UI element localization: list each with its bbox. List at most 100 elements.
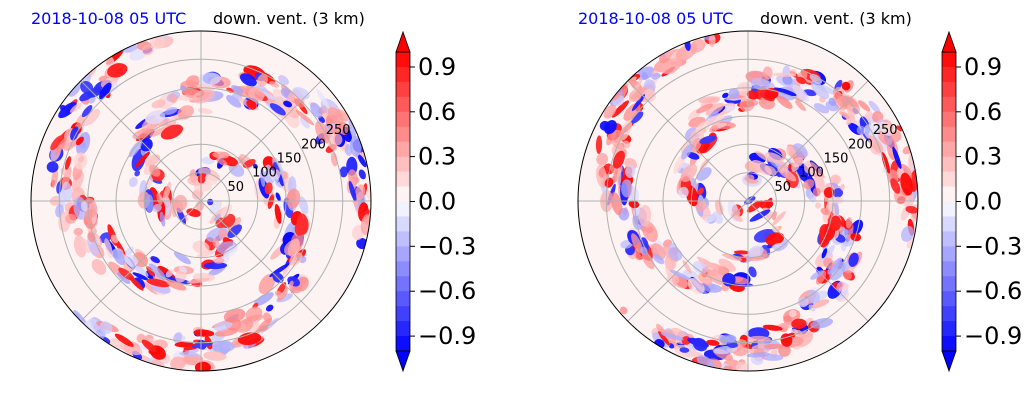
colorbar-segment [942,66,956,83]
velocity-blob [140,138,153,152]
velocity-blob [214,320,233,332]
radial-tick-label: 50 [228,180,245,195]
colorbar-segment [942,52,956,68]
velocity-blob [820,207,830,216]
colorbar-tick-label: 0.3 [418,143,456,171]
velocity-blob [692,260,708,275]
colorbar-segment [942,81,956,98]
velocity-blob [699,135,717,145]
velocity-blob [609,91,623,102]
velocity-blob [134,170,141,177]
velocity-blob [828,97,837,107]
velocity-blob [73,227,83,236]
colorbar-segment [942,306,956,322]
velocity-blob [811,299,830,309]
colorbar-tick-label: 0.3 [964,143,1002,171]
velocity-blob [809,73,823,85]
velocity-blob [709,125,719,133]
velocity-blob [734,209,741,216]
colorbar-segment [396,246,410,262]
velocity-blob [107,63,128,78]
velocity-blob [696,256,718,270]
velocity-blob [146,266,155,277]
velocity-blob [746,200,764,213]
colorbar-segment [942,276,956,292]
colorbar-segment [396,306,410,322]
colorbar-segment [396,276,410,292]
velocity-blob [759,199,774,210]
velocity-blob [745,174,755,182]
velocity-blob [78,155,85,163]
velocity-blob [750,77,771,90]
velocity-blob [776,95,793,109]
velocity-blob [354,184,366,201]
velocity-blob [195,201,205,211]
velocity-blob [619,306,628,315]
velocity-blob [104,238,113,259]
velocity-blob [336,109,349,122]
colorbar-segment [396,52,410,68]
velocity-blob [257,74,268,87]
colorbar-segment [942,231,956,247]
velocity-blob [203,351,227,361]
velocity-blob [690,42,698,55]
velocity-blob [331,122,336,129]
velocity-blob [777,166,797,182]
velocity-blob [204,174,218,186]
velocity-blob [226,95,242,108]
colorbar-segment [396,321,410,337]
velocity-blob [631,94,646,111]
velocity-blob [713,345,738,355]
velocity-blob [218,228,228,239]
velocity-blob [149,164,161,177]
velocity-blob [191,341,213,349]
velocity-blob [728,88,740,100]
polar-frame [577,30,919,372]
radial-tick-label: 150 [277,152,302,167]
velocity-blob [145,110,166,125]
velocity-blob [150,35,166,50]
velocity-blob [803,179,815,190]
velocity-blob [339,166,348,178]
velocity-blob [838,111,850,119]
azimuth-gridline [80,80,202,202]
velocity-blob [156,192,163,205]
velocity-blob [735,361,750,371]
velocity-blob [129,276,144,291]
velocity-blob [284,239,300,256]
colorbar-tick-label: −0.6 [418,277,476,305]
radial-tick-label: 50 [775,180,792,195]
velocity-blob [50,135,63,151]
velocity-blob [765,232,785,246]
velocity-blob [810,318,833,329]
velocity-blob [124,246,134,256]
velocity-blob [696,103,713,114]
radial-tick-label: 100 [799,166,824,181]
velocity-blob [892,146,902,169]
velocity-blob [315,121,330,144]
velocity-blob [791,318,807,330]
velocity-blob [755,150,771,162]
velocity-blob [829,215,842,231]
velocity-blob [87,232,96,243]
colorbar-segment [396,126,410,143]
velocity-blob [863,124,879,141]
velocity-blob [850,219,864,236]
velocity-blob [91,259,107,275]
velocity-blob [124,254,139,267]
velocity-blob [165,269,174,278]
velocity-blob [141,339,157,353]
velocity-blob [790,163,800,171]
velocity-blob [258,273,276,294]
velocity-blob [832,196,844,205]
velocity-blob [734,250,750,255]
velocity-blob [789,68,797,76]
colorbar-segment [942,156,956,173]
velocity-blob [746,352,771,358]
colorbar-tick-label: 0.6 [964,98,1002,126]
velocity-blob [69,102,82,113]
colorbar-tick-label: 0.6 [418,98,456,126]
velocity-blob [722,105,736,112]
radial-tick-label: 250 [326,123,351,138]
velocity-blob [748,245,764,258]
